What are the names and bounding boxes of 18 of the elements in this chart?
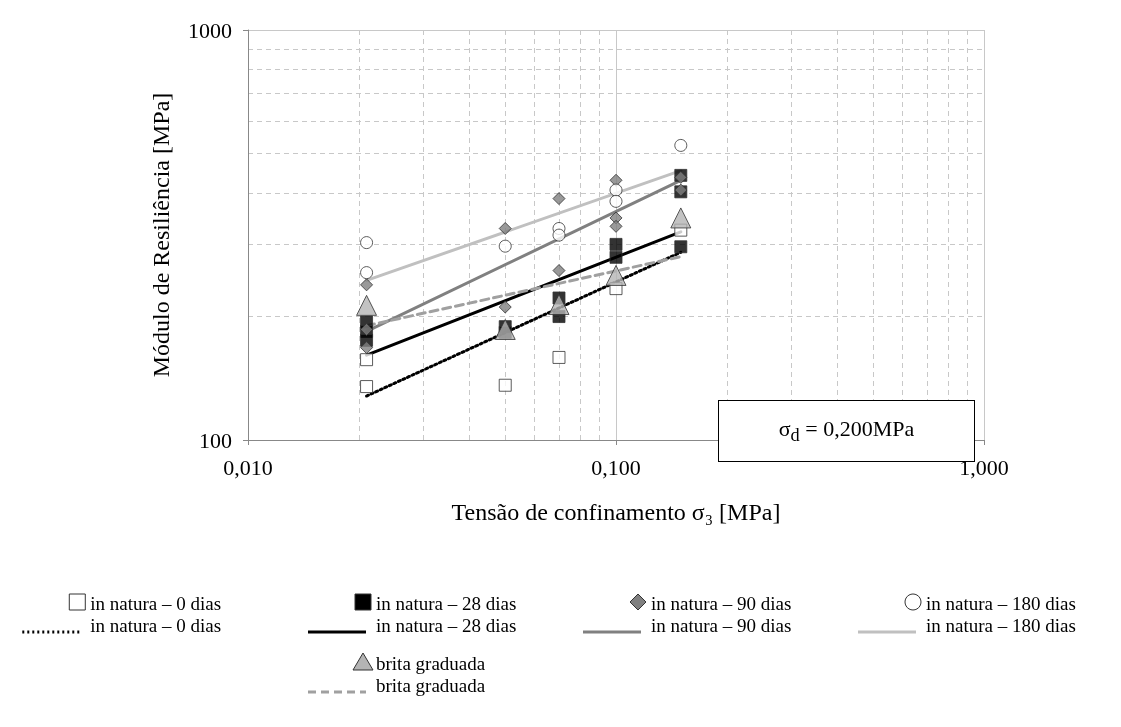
legend-label: in natura – 0 dias	[90, 614, 222, 636]
legend-label: brita graduada	[376, 674, 486, 696]
y-tick-label: 1000	[188, 17, 232, 43]
x-tick-label: 0,010	[223, 454, 273, 480]
x-tick-label: 0,100	[591, 454, 641, 480]
legend-label: in natura – 180 dias	[926, 614, 1076, 636]
legend-label: brita graduada	[376, 652, 486, 674]
y-tick-label: 100	[199, 427, 232, 453]
legend-label: in natura – 180 dias	[926, 592, 1076, 614]
legend-label: in natura – 28 dias	[376, 592, 517, 614]
y-axis-title: Módulo de Resiliência [MPa]	[148, 92, 174, 378]
x-axis-title: Tensão de confinamento σ₃ [MPa]	[451, 499, 781, 525]
legend-label: in natura – 90 dias	[651, 614, 792, 636]
note-box: σ$_{d}$ = 0,200MPa	[718, 400, 975, 462]
legend-label: in natura – 0 dias	[90, 592, 222, 614]
annotation: σ$_{d}$ = 0,200MPa	[778, 415, 915, 447]
legend-label: in natura – 90 dias	[651, 592, 792, 614]
legend-label: in natura – 28 dias	[376, 614, 517, 636]
